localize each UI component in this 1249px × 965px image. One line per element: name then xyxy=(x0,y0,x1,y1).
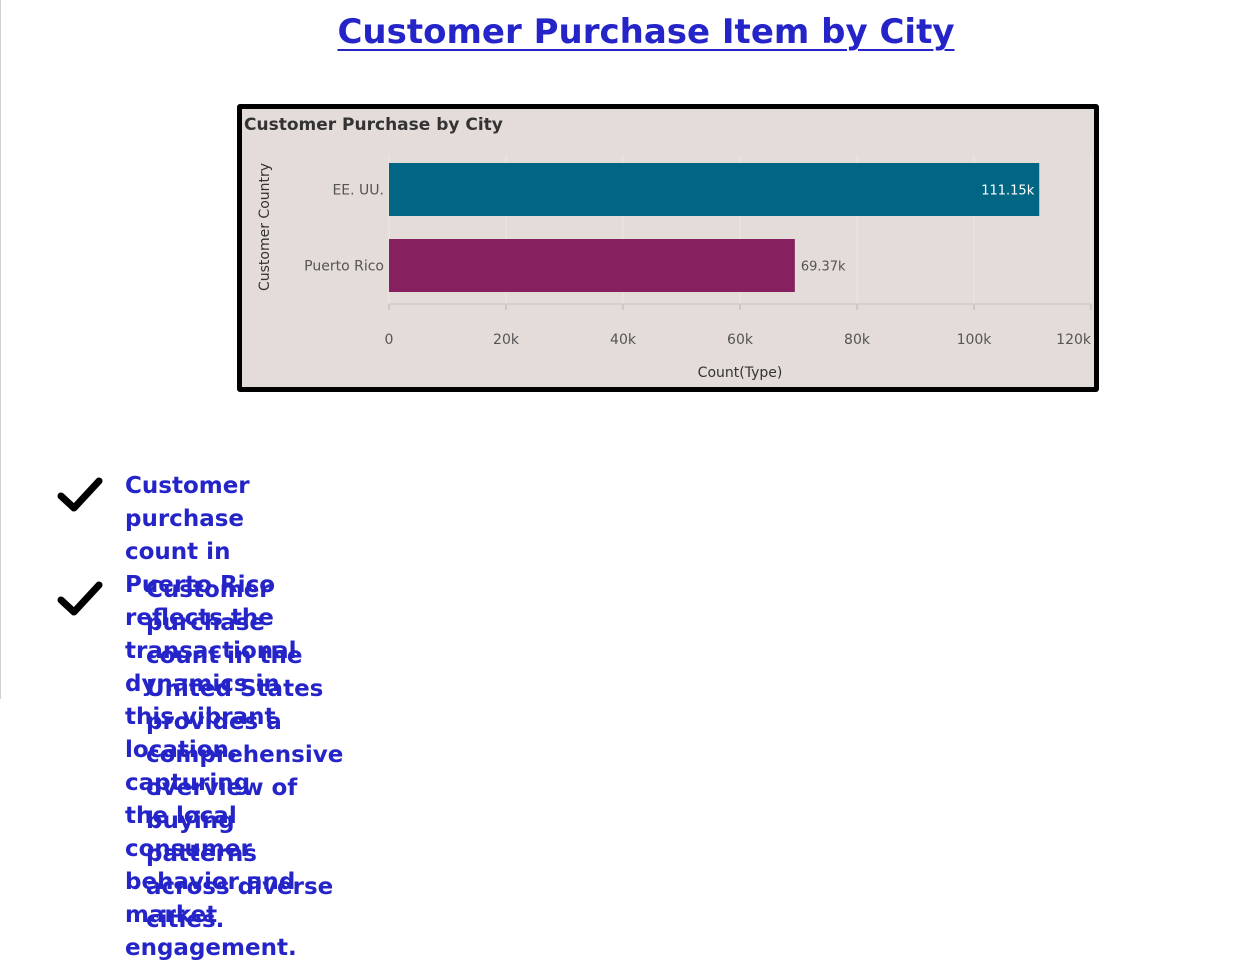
x-tick-label: 20k xyxy=(493,332,520,348)
insight-item: Customer purchase count in the United St… xyxy=(146,574,343,937)
x-axis-title: Count(Type) xyxy=(698,365,783,381)
bar-chart: 0 20k 40k 60k 80k 100k 120k EE. UU. 111.15k Puert… xyxy=(244,115,1092,381)
x-tick-label: 60k xyxy=(727,332,754,348)
bar[interactable] xyxy=(389,239,795,292)
y-category-label: EE. UU. xyxy=(332,183,384,199)
x-tick-label: 40k xyxy=(610,332,637,348)
y-axis-title: Customer Country xyxy=(257,163,273,291)
bar[interactable] xyxy=(389,163,1040,216)
checkmark-icon xyxy=(57,581,103,616)
checkmark-icon xyxy=(57,477,103,512)
data-label: 111.15k xyxy=(981,184,1034,199)
insight-text-line: Customer purchase count in the United St… xyxy=(146,577,344,801)
chart-title: Customer Purchase by City xyxy=(244,115,503,135)
page-title: Customer Purchase Item by City xyxy=(337,12,955,52)
x-tick-label: 120k xyxy=(1056,332,1092,348)
x-tick-label: 100k xyxy=(957,332,993,348)
labels: 0 20k 40k 60k 80k 100k 120k EE. UU. 111.15k Puert… xyxy=(304,183,1092,349)
y-category-label: Puerto Rico xyxy=(304,259,384,275)
x-tick-label: 80k xyxy=(844,332,871,348)
x-tick-label: 0 xyxy=(385,332,394,348)
bars xyxy=(389,163,1040,292)
insight-text-line: buying patterns across diverse cities. xyxy=(146,808,334,933)
data-label: 69.37k xyxy=(801,260,846,275)
left-border xyxy=(0,0,1,699)
chart-panel: 0 20k 40k 60k 80k 100k 120k EE. UU. 111.15k Puert… xyxy=(237,104,1099,392)
